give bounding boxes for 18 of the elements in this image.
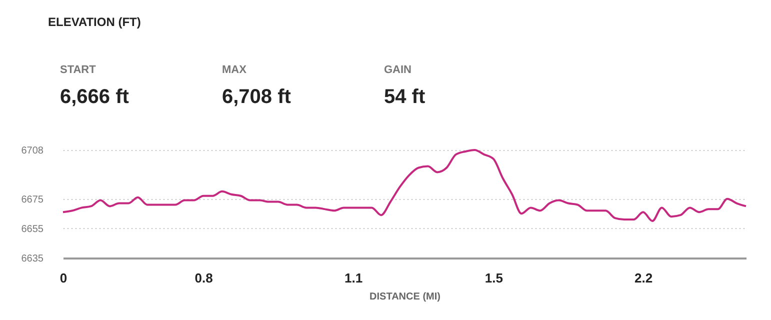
- x-tick-label: 1.5: [484, 270, 503, 286]
- chart-title: ELEVATION (FT): [48, 15, 141, 29]
- text: GAIN: [384, 64, 412, 76]
- x-axis-title: DISTANCE (MI): [370, 292, 440, 302]
- y-tick-label: 6675: [21, 194, 44, 206]
- y-tick-label: 6708: [21, 146, 44, 156]
- text: MAX: [222, 64, 248, 76]
- x-tick-label: 1.1: [344, 270, 363, 286]
- text: 6,666 ft: [60, 86, 130, 108]
- y-tick-label: 6655: [21, 224, 44, 235]
- line-series: [62, 149, 747, 222]
- x-tick-label: 0.8: [194, 270, 213, 286]
- x-tick-label: 2.2: [634, 270, 653, 286]
- text: START: [60, 64, 96, 76]
- x-tick-label: 0: [60, 270, 68, 286]
- text: 6,708 ft: [222, 86, 292, 108]
- text: 54 ft: [384, 86, 426, 108]
- y-tick-label: 6635: [21, 254, 44, 264]
